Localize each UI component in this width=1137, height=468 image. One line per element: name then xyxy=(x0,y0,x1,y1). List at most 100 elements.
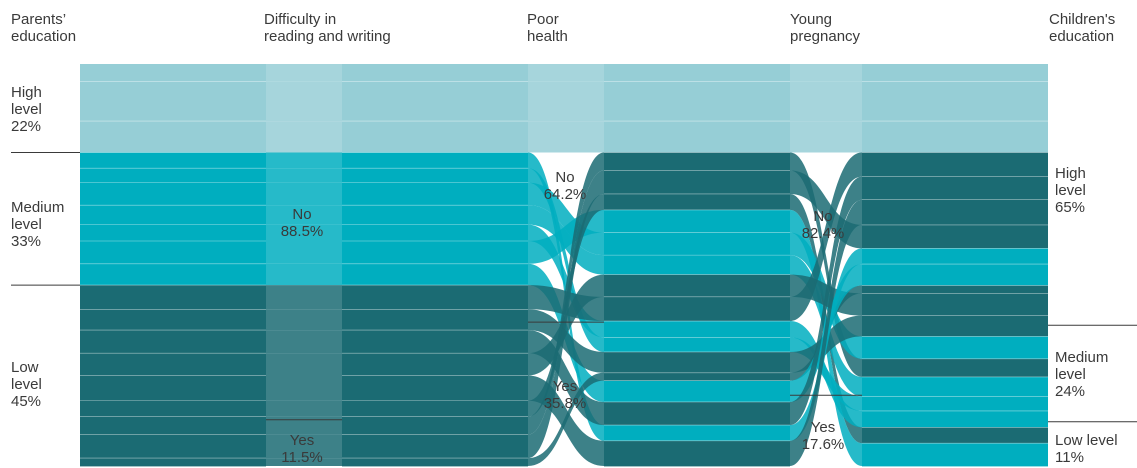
flow-ribbon xyxy=(528,309,604,373)
column-block xyxy=(342,152,528,169)
column-block xyxy=(862,199,1048,226)
column-block xyxy=(862,176,1048,201)
column-block xyxy=(862,358,1048,378)
flow-ribbon xyxy=(528,170,604,459)
column-block xyxy=(862,336,1048,360)
flow-ribbon xyxy=(790,176,862,426)
flow-ribbon xyxy=(266,458,342,466)
column-block xyxy=(342,263,528,286)
header-poor-health: Poor health xyxy=(527,11,568,45)
column-block xyxy=(604,152,790,171)
column-block xyxy=(604,337,790,353)
flow-ribbon xyxy=(266,434,342,459)
column-block xyxy=(862,224,1048,249)
column-block xyxy=(862,376,1048,397)
column-block xyxy=(80,81,266,122)
column-block xyxy=(604,380,790,403)
column-block xyxy=(862,285,1048,294)
column-block xyxy=(80,434,266,459)
column-block xyxy=(862,81,1048,122)
column-block xyxy=(80,121,266,153)
flow-ribbon xyxy=(266,400,342,417)
column-block xyxy=(342,182,528,206)
label-pregnancy-no: No 82.4% xyxy=(801,208,845,242)
column-block xyxy=(342,205,528,226)
flow-ribbon xyxy=(528,152,604,435)
flow-ribbon xyxy=(790,199,862,466)
header-reading-writing: Difficulty in reading and writing xyxy=(264,11,391,45)
column-block xyxy=(342,224,528,242)
flow-ribbon xyxy=(266,330,342,354)
column-block xyxy=(80,205,266,226)
column-block xyxy=(80,400,266,417)
flow-ribbon xyxy=(266,416,342,435)
flow-ribbon xyxy=(266,182,342,206)
column-block xyxy=(342,121,528,153)
flow-ribbon xyxy=(528,182,604,256)
flow-ribbon xyxy=(266,64,342,82)
column-block xyxy=(862,427,1048,444)
column-block xyxy=(604,274,790,298)
flow-ribbon xyxy=(790,152,862,377)
column-block xyxy=(80,241,266,265)
flow-ribbon xyxy=(528,121,604,153)
label-reading-yes: Yes 11.5% xyxy=(281,432,323,466)
flow-ribbon xyxy=(790,121,862,153)
column-block xyxy=(80,375,266,402)
header-childrens-education: Children's education xyxy=(1049,11,1116,45)
column-block xyxy=(604,193,790,211)
label-parents-high: High level 22% xyxy=(11,84,42,135)
column-block xyxy=(862,396,1048,412)
flow-ribbon xyxy=(528,168,604,352)
flow-ribbon xyxy=(790,81,862,122)
label-parents-medium: Medium level 33% xyxy=(11,199,65,250)
column-block xyxy=(80,224,266,242)
column-block xyxy=(604,351,790,374)
column-block xyxy=(80,152,266,169)
flow-ribbon xyxy=(266,353,342,376)
column-block xyxy=(80,285,266,310)
column-block xyxy=(342,81,528,122)
flow-ribbon xyxy=(266,241,342,264)
column-block xyxy=(604,121,790,153)
column-block xyxy=(604,232,790,256)
flow-ribbon xyxy=(266,263,342,286)
column-block xyxy=(80,182,266,206)
column-block xyxy=(862,264,1048,286)
column-block xyxy=(862,121,1048,153)
column-block xyxy=(342,434,528,459)
column-block xyxy=(342,168,528,184)
column-block xyxy=(604,209,790,234)
flow-ribbon xyxy=(266,375,342,401)
column-block xyxy=(80,263,266,286)
column-block xyxy=(604,372,790,382)
column-block xyxy=(862,443,1048,467)
column-block xyxy=(604,401,790,426)
flow-ribbon xyxy=(790,64,862,82)
label-children-low: Low level 11% xyxy=(1055,432,1118,466)
flow-ribbon xyxy=(266,224,342,242)
label-reading-no: No 88.5% xyxy=(280,206,324,240)
column-block xyxy=(342,400,528,417)
flow-ribbon xyxy=(266,121,342,153)
column-block xyxy=(342,375,528,402)
flow-ribbon xyxy=(528,64,604,82)
flow-ribbon xyxy=(528,224,604,338)
column-block xyxy=(862,64,1048,83)
label-pregnancy-yes: Yes 17.6% xyxy=(801,419,845,453)
column-block xyxy=(604,425,790,442)
column-block xyxy=(604,440,790,467)
column-block xyxy=(80,330,266,354)
flow-ribbon xyxy=(528,372,604,466)
label-health-no: No 64.2% xyxy=(543,169,587,203)
column-block xyxy=(80,64,266,83)
column-block xyxy=(604,170,790,195)
column-block xyxy=(862,248,1048,265)
column-block xyxy=(80,416,266,436)
column-block xyxy=(80,168,266,184)
flow-ribbon xyxy=(528,81,604,122)
column-block xyxy=(80,353,266,376)
column-block xyxy=(862,152,1048,178)
